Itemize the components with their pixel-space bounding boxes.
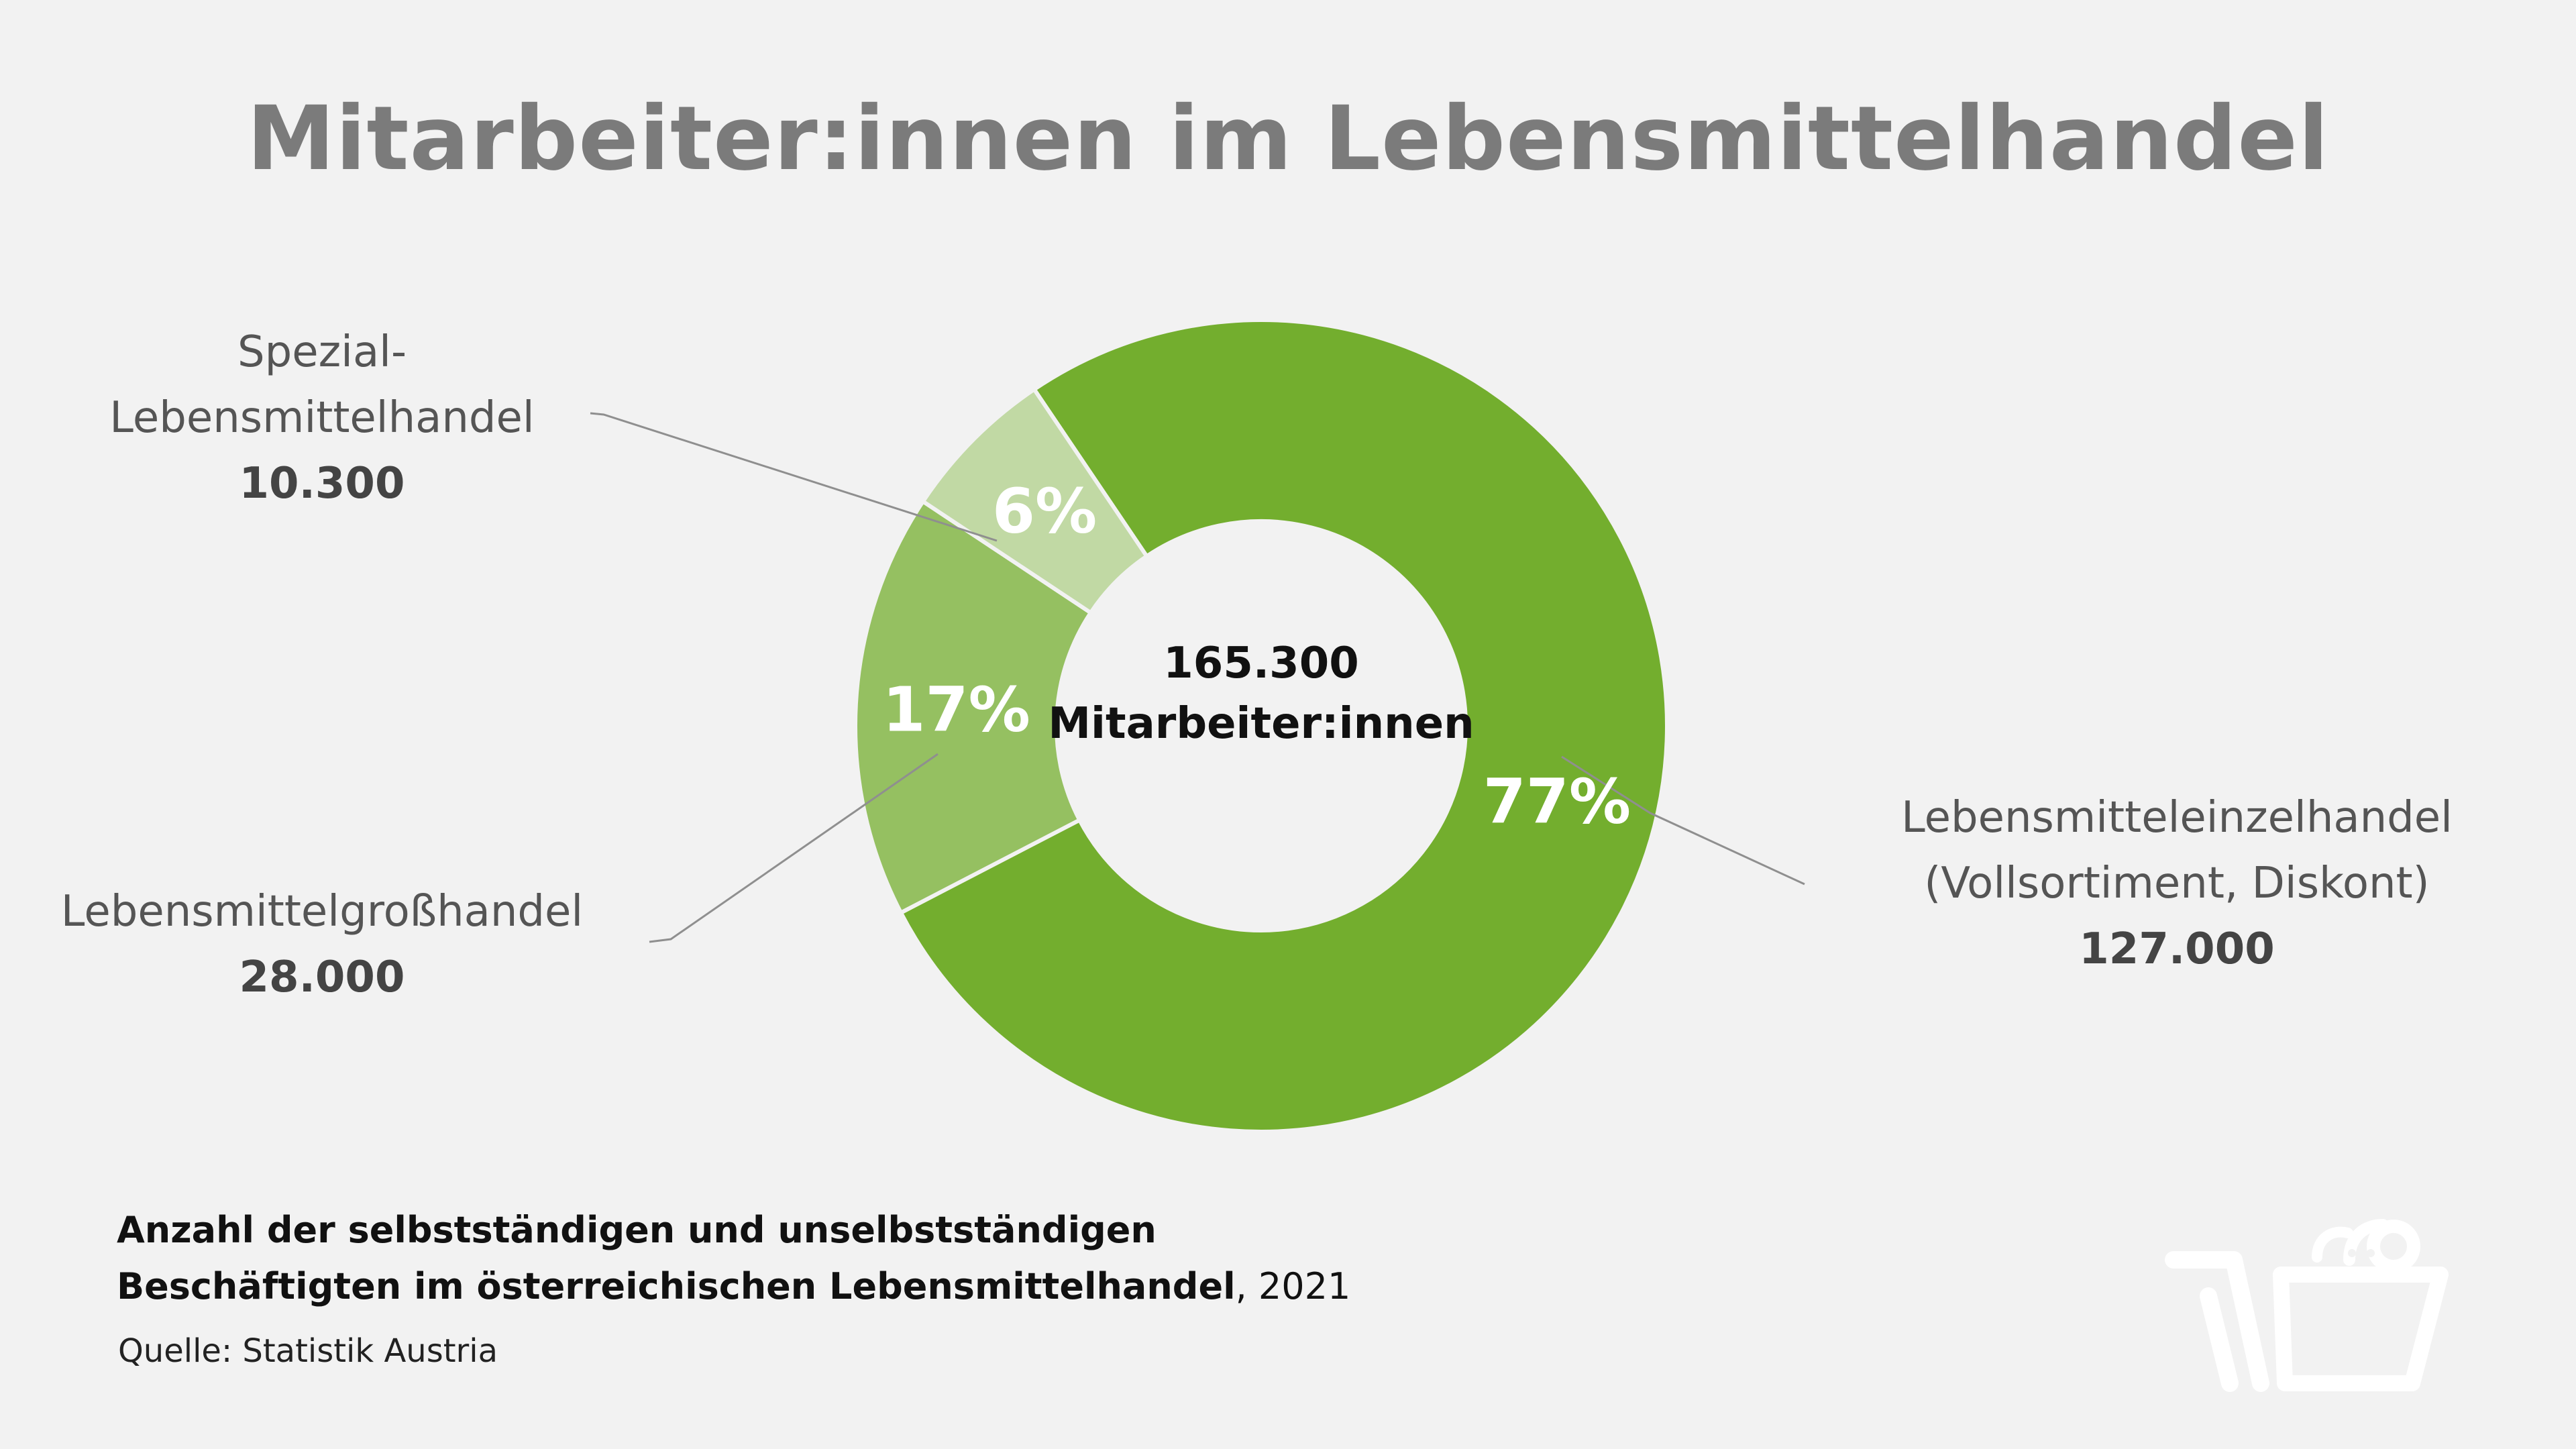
callout-einzel: Lebensmitteleinzelhandel (Vollsortiment,… <box>1831 785 2522 982</box>
callout-spezial-line-1: Spezial- <box>237 327 407 377</box>
center-unit: Mitarbeiter:innen <box>1048 699 1474 749</box>
callout-spezial-line-2: Lebensmittelhandel <box>109 393 535 443</box>
donut-slice-1 <box>853 498 1094 916</box>
leader-line-einzel <box>1561 755 1805 885</box>
callout-einzel-value: 127.000 <box>2079 924 2275 974</box>
leader-line-spezial <box>590 412 998 542</box>
chart-title: Mitarbeiter:innen im Lebensmittelhandel <box>246 87 2330 191</box>
callout-gross-line-1: Lebensmittelgroßhandel <box>60 887 584 936</box>
footer-year: , 2021 <box>1235 1265 1351 1307</box>
percent-label-1: 17% <box>883 674 1030 746</box>
footer-bold-1: Anzahl der selbstständigen und unselbsts… <box>117 1209 1157 1251</box>
callout-gross: Lebensmittelgroßhandel 28.000 <box>40 879 604 1010</box>
footer-note: Anzahl der selbstständigen und unselbsts… <box>117 1202 1458 1315</box>
leader-line-gross <box>649 753 938 943</box>
source-note: Quelle: Statistik Austria <box>118 1332 498 1370</box>
callout-gross-value: 28.000 <box>239 953 405 1002</box>
percent-label-2: 6% <box>992 475 1097 547</box>
center-total: 165.300 <box>1163 639 1359 688</box>
callout-einzel-line-2: (Vollsortiment, Diskont) <box>1924 859 2430 908</box>
callout-einzel-line-1: Lebensmitteleinzelhandel <box>1901 793 2453 843</box>
donut-slice-0 <box>898 318 1669 1134</box>
donut-slice-2 <box>920 386 1150 616</box>
shopping-basket-logo-icon <box>2165 1219 2449 1392</box>
callout-spezial: Spezial- Lebensmittelhandel 10.300 <box>80 319 564 517</box>
callout-spezial-value: 10.300 <box>239 459 405 508</box>
percent-label-0: 77% <box>1483 765 1631 837</box>
footer-bold-2: Beschäftigten im österreichischen Lebens… <box>117 1265 1236 1307</box>
